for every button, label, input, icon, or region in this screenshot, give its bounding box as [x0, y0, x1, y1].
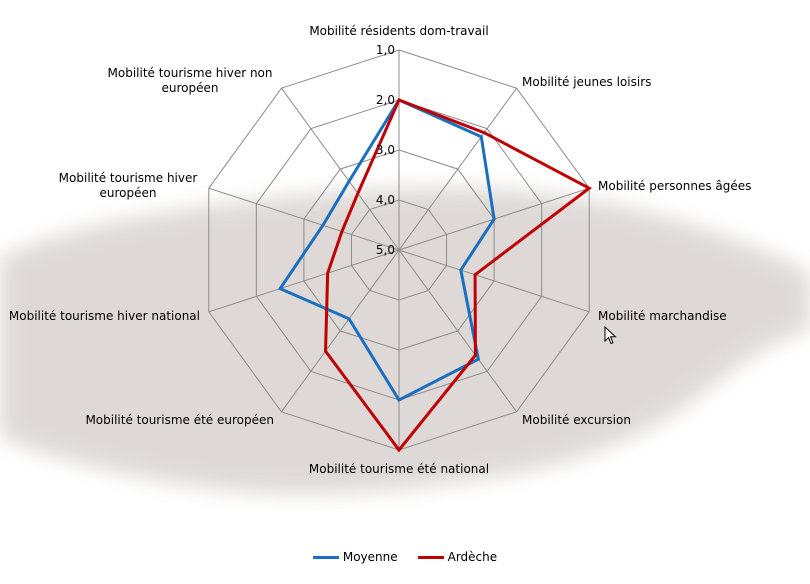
radial-tick-label: 4,0	[376, 193, 395, 207]
radial-tick-label: 2,0	[376, 93, 395, 107]
grid-spoke	[281, 249, 400, 413]
background-map-shape	[0, 187, 810, 494]
axis-label: Mobilité tourisme hiver national	[9, 309, 200, 323]
grid-spoke	[281, 87, 400, 251]
legend-item-moyenne: Moyenne	[312, 550, 398, 564]
axis-label: Mobilité jeunes loisirs	[522, 75, 651, 89]
mouse-cursor-icon	[604, 326, 617, 345]
legend-swatch-ardeche	[417, 555, 444, 559]
grid-spoke	[398, 87, 517, 251]
axis-label: Mobilité tourisme hiver européen	[59, 171, 198, 200]
radial-tick-label: 5,0	[376, 243, 395, 257]
axis-label: Mobilité résidents dom-travail	[309, 24, 488, 38]
legend-label-ardeche: Ardèche	[447, 550, 498, 564]
axis-label: Mobilité tourisme hiver non européen	[108, 66, 273, 95]
radar-series	[277, 98, 592, 453]
radial-tick-labels: 1,0 2,0 3,0 4,0 5,0	[376, 43, 395, 257]
axis-labels: Mobilité résidents dom-travail Mobilité j…	[9, 24, 752, 476]
axis-label: Mobilité personnes âgées	[598, 179, 751, 193]
radial-tick-label: 1,0	[376, 43, 395, 57]
axis-label: Mobilité tourisme été national	[309, 462, 489, 476]
legend: Moyenne Ardèche	[0, 550, 810, 564]
axis-label: Mobilité excursion	[522, 413, 631, 427]
series-line-moyenne	[277, 98, 496, 402]
grid-spoke	[208, 187, 400, 251]
radial-tick-label: 3,0	[376, 143, 395, 157]
legend-swatch-moyenne	[312, 555, 339, 559]
grid-spoke	[208, 249, 400, 313]
grid-spoke	[398, 249, 590, 313]
grid-spoke	[398, 249, 517, 413]
legend-label-moyenne: Moyenne	[342, 550, 398, 564]
axis-label: Mobilité marchandise	[598, 309, 727, 323]
axis-label: Mobilité tourisme été européen	[85, 413, 274, 427]
legend-item-ardeche: Ardèche	[417, 550, 498, 564]
series-line-ardeche	[324, 98, 592, 453]
